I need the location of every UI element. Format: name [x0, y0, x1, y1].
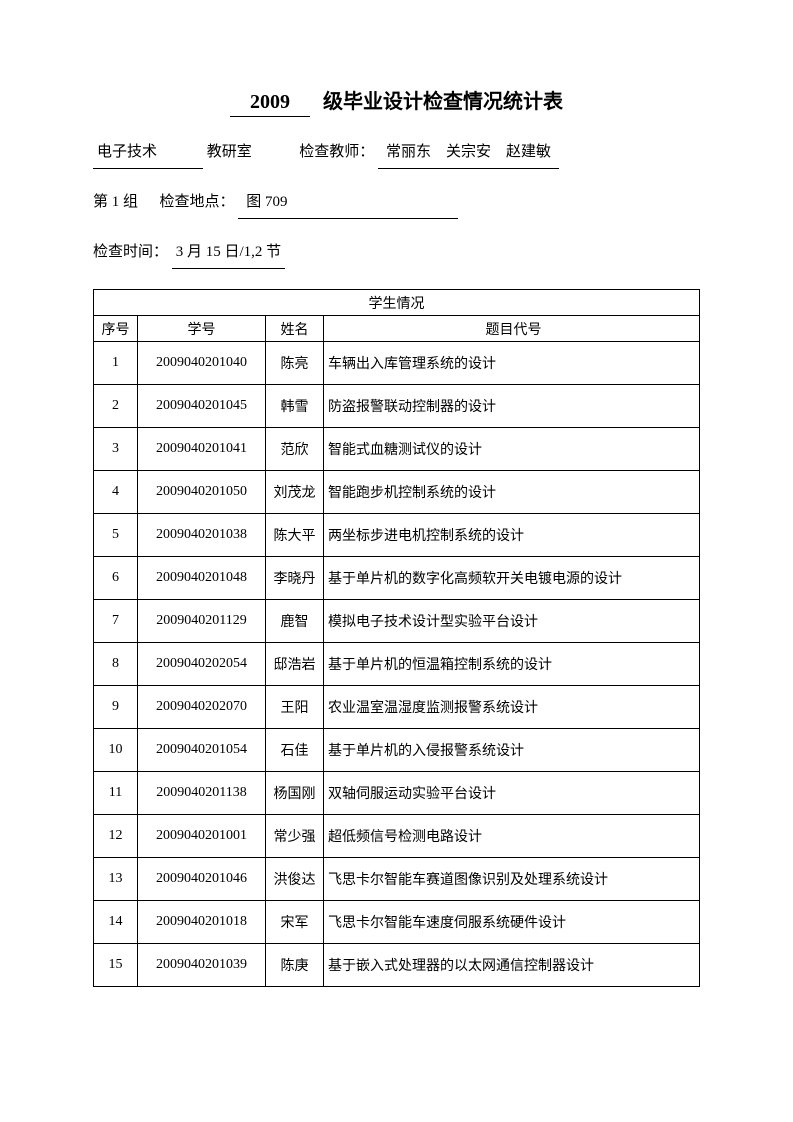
cell-name: 陈大平 [266, 514, 324, 557]
cell-name: 陈亮 [266, 342, 324, 385]
location-field: 图 709 [238, 189, 458, 219]
cell-topic: 超低频信号检测电路设计 [324, 815, 700, 858]
cell-seq: 1 [94, 342, 138, 385]
table-row: 22009040201045韩雪防盗报警联动控制器的设计 [94, 385, 700, 428]
cell-id: 2009040201040 [138, 342, 266, 385]
group-prefix: 第 [93, 194, 108, 210]
cell-seq: 3 [94, 428, 138, 471]
cell-seq: 14 [94, 901, 138, 944]
col-header-name: 姓名 [266, 316, 324, 342]
cell-id: 2009040201001 [138, 815, 266, 858]
table-row: 62009040201048李晓丹基于单片机的数字化高频软开关电镀电源的设计 [94, 557, 700, 600]
cell-topic: 基于单片机的入侵报警系统设计 [324, 729, 700, 772]
cell-topic: 模拟电子技术设计型实验平台设计 [324, 600, 700, 643]
table-row: 152009040201039陈庚基于嵌入式处理器的以太网通信控制器设计 [94, 944, 700, 987]
cell-id: 2009040201046 [138, 858, 266, 901]
title-suffix: 级毕业设计检查情况统计表 [323, 91, 563, 113]
info-line-2: 第 1 组 检查地点： 图 709 [93, 189, 700, 219]
table-row: 92009040202070王阳农业温室温湿度监测报警系统设计 [94, 686, 700, 729]
title-year: 2009 [230, 91, 310, 117]
table-row: 112009040201138杨国刚双轴伺服运动实验平台设计 [94, 772, 700, 815]
table-row: 142009040201018宋军飞思卡尔智能车速度伺服系统硬件设计 [94, 901, 700, 944]
cell-seq: 9 [94, 686, 138, 729]
cell-id: 2009040202070 [138, 686, 266, 729]
cell-topic: 飞思卡尔智能车赛道图像识别及处理系统设计 [324, 858, 700, 901]
table-row: 42009040201050刘茂龙智能跑步机控制系统的设计 [94, 471, 700, 514]
cell-topic: 两坐标步进电机控制系统的设计 [324, 514, 700, 557]
department-suffix: 教研室 [207, 144, 252, 160]
cell-name: 刘茂龙 [266, 471, 324, 514]
cell-id: 2009040201045 [138, 385, 266, 428]
teachers-field: 常丽东 关宗安 赵建敏 [378, 139, 559, 169]
cell-topic: 基于嵌入式处理器的以太网通信控制器设计 [324, 944, 700, 987]
cell-seq: 10 [94, 729, 138, 772]
cell-topic: 智能跑步机控制系统的设计 [324, 471, 700, 514]
cell-name: 李晓丹 [266, 557, 324, 600]
cell-topic: 防盗报警联动控制器的设计 [324, 385, 700, 428]
page-title: 2009 级毕业设计检查情况统计表 [93, 85, 700, 117]
info-line-1: 电子技术 教研室 检查教师： 常丽东 关宗安 赵建敏 [93, 139, 700, 169]
cell-id: 2009040201050 [138, 471, 266, 514]
table-merged-header: 学生情况 [94, 290, 700, 316]
cell-name: 邸浩岩 [266, 643, 324, 686]
cell-topic: 基于单片机的数字化高频软开关电镀电源的设计 [324, 557, 700, 600]
student-table: 学生情况 序号 学号 姓名 题目代号 12009040201040陈亮车辆出入库… [93, 289, 700, 987]
cell-topic: 智能式血糖测试仪的设计 [324, 428, 700, 471]
cell-id: 2009040202054 [138, 643, 266, 686]
cell-name: 陈庚 [266, 944, 324, 987]
cell-seq: 7 [94, 600, 138, 643]
cell-seq: 6 [94, 557, 138, 600]
cell-name: 宋军 [266, 901, 324, 944]
table-row: 82009040202054邸浩岩基于单片机的恒温箱控制系统的设计 [94, 643, 700, 686]
cell-seq: 15 [94, 944, 138, 987]
table-row: 72009040201129鹿智模拟电子技术设计型实验平台设计 [94, 600, 700, 643]
info-line-3: 检查时间： 3 月 15 日/1,2 节 [93, 239, 700, 269]
cell-topic: 基于单片机的恒温箱控制系统的设计 [324, 643, 700, 686]
cell-seq: 2 [94, 385, 138, 428]
cell-name: 杨国刚 [266, 772, 324, 815]
group-num: 1 [112, 194, 120, 210]
cell-id: 2009040201048 [138, 557, 266, 600]
cell-id: 2009040201138 [138, 772, 266, 815]
cell-name: 常少强 [266, 815, 324, 858]
cell-id: 2009040201041 [138, 428, 266, 471]
col-header-id: 学号 [138, 316, 266, 342]
cell-name: 石佳 [266, 729, 324, 772]
cell-name: 洪俊达 [266, 858, 324, 901]
cell-topic: 飞思卡尔智能车速度伺服系统硬件设计 [324, 901, 700, 944]
table-row: 12009040201040陈亮车辆出入库管理系统的设计 [94, 342, 700, 385]
group-suffix: 组 [123, 194, 138, 210]
table-row: 102009040201054石佳基于单片机的入侵报警系统设计 [94, 729, 700, 772]
cell-seq: 12 [94, 815, 138, 858]
cell-seq: 8 [94, 643, 138, 686]
cell-topic: 农业温室温湿度监测报警系统设计 [324, 686, 700, 729]
cell-name: 韩雪 [266, 385, 324, 428]
table-row: 52009040201038陈大平两坐标步进电机控制系统的设计 [94, 514, 700, 557]
department-field: 电子技术 [93, 139, 203, 169]
teacher-label: 检查教师： [299, 144, 374, 160]
cell-seq: 11 [94, 772, 138, 815]
cell-seq: 13 [94, 858, 138, 901]
col-header-seq: 序号 [94, 316, 138, 342]
cell-name: 鹿智 [266, 600, 324, 643]
table-row: 122009040201001常少强超低频信号检测电路设计 [94, 815, 700, 858]
cell-id: 2009040201054 [138, 729, 266, 772]
cell-id: 2009040201129 [138, 600, 266, 643]
time-label: 检查时间： [93, 244, 168, 260]
table-row: 32009040201041范欣智能式血糖测试仪的设计 [94, 428, 700, 471]
col-header-topic: 题目代号 [324, 316, 700, 342]
cell-id: 2009040201038 [138, 514, 266, 557]
time-field: 3 月 15 日/1,2 节 [172, 239, 285, 269]
location-label: 检查地点： [160, 194, 235, 210]
cell-name: 王阳 [266, 686, 324, 729]
cell-topic: 车辆出入库管理系统的设计 [324, 342, 700, 385]
cell-id: 2009040201018 [138, 901, 266, 944]
table-row: 132009040201046洪俊达飞思卡尔智能车赛道图像识别及处理系统设计 [94, 858, 700, 901]
cell-topic: 双轴伺服运动实验平台设计 [324, 772, 700, 815]
cell-seq: 4 [94, 471, 138, 514]
cell-seq: 5 [94, 514, 138, 557]
cell-id: 2009040201039 [138, 944, 266, 987]
cell-name: 范欣 [266, 428, 324, 471]
